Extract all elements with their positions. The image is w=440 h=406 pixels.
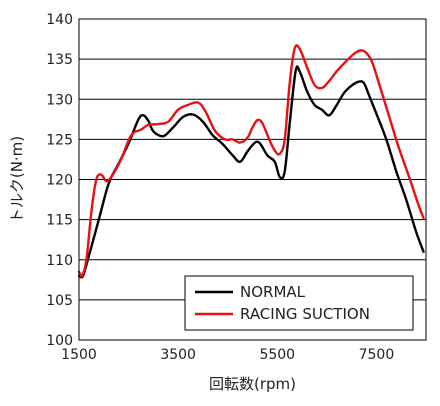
y-tick-label: 105 (46, 293, 73, 309)
y-tick-label: 100 (46, 333, 73, 349)
plot-frame (78, 18, 427, 341)
y-tick-label: 120 (46, 173, 73, 189)
x-tick-labels: 1500 3500 5500 7500 (61, 347, 394, 363)
y-tick-label: 125 (46, 132, 73, 148)
y-tick-labels: 100 105 110 115 120 125 130 135 140 (46, 12, 73, 349)
legend-box (184, 275, 414, 331)
series-line-racing-suction (77, 44, 425, 278)
y-tick-label: 130 (46, 92, 73, 108)
x-tick-label: 1500 (61, 347, 97, 363)
y-tick-label: 110 (46, 253, 73, 269)
y-axis-label: トルク(N·m) (8, 136, 26, 223)
x-tick-label: 7500 (359, 347, 395, 363)
legend: NORMAL RACING SUCTION (184, 275, 414, 331)
series-lines (77, 44, 425, 279)
x-tick-label: 3500 (160, 347, 196, 363)
legend-label: NORMAL (240, 283, 306, 301)
series-line-normal (77, 65, 425, 279)
y-tick-label: 135 (46, 52, 73, 68)
y-tick-label: 115 (46, 213, 73, 229)
x-tick-label: 5500 (259, 347, 295, 363)
legend-label: RACING SUCTION (240, 305, 370, 323)
y-tick-label: 140 (46, 12, 73, 28)
x-axis-label: 回転数(rpm) (209, 375, 296, 393)
grid-lines (79, 58, 426, 301)
